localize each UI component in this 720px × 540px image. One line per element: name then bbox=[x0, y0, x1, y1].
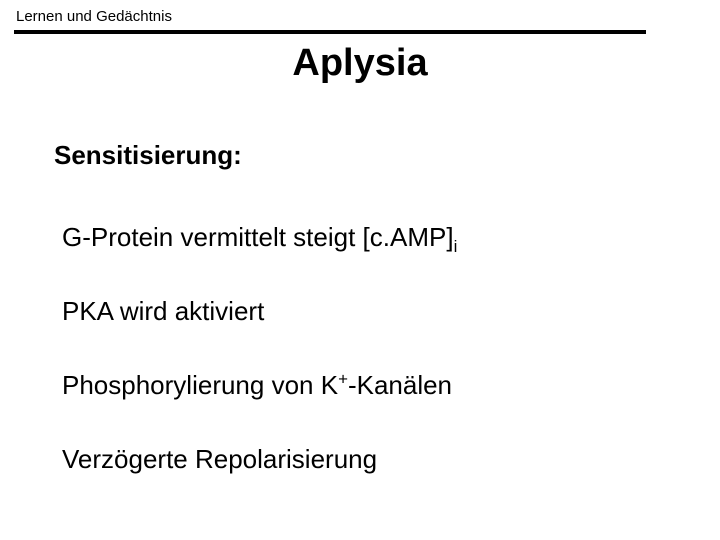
subheading: Sensitisierung: bbox=[54, 140, 242, 171]
slide: Lernen und Gedächtnis Aplysia Sensitisie… bbox=[0, 0, 720, 540]
body-line-1: G-Protein vermittelt steigt [c.AMP]i bbox=[62, 222, 457, 253]
body-line-3: Phosphorylierung von K+-Kanälen bbox=[62, 370, 452, 401]
body-line-3-post: -Kanälen bbox=[348, 370, 452, 400]
page-title: Aplysia bbox=[0, 42, 720, 85]
body-line-1-subscript: i bbox=[454, 237, 458, 256]
header-divider bbox=[14, 30, 646, 34]
body-line-2: PKA wird aktiviert bbox=[62, 296, 264, 327]
body-line-1-text: G-Protein vermittelt steigt [c.AMP] bbox=[62, 222, 454, 252]
body-line-3-superscript: + bbox=[338, 369, 348, 388]
body-line-3-pre: Phosphorylierung von K bbox=[62, 370, 338, 400]
body-line-4: Verzögerte Repolarisierung bbox=[62, 444, 377, 475]
header-label: Lernen und Gedächtnis bbox=[16, 8, 172, 25]
